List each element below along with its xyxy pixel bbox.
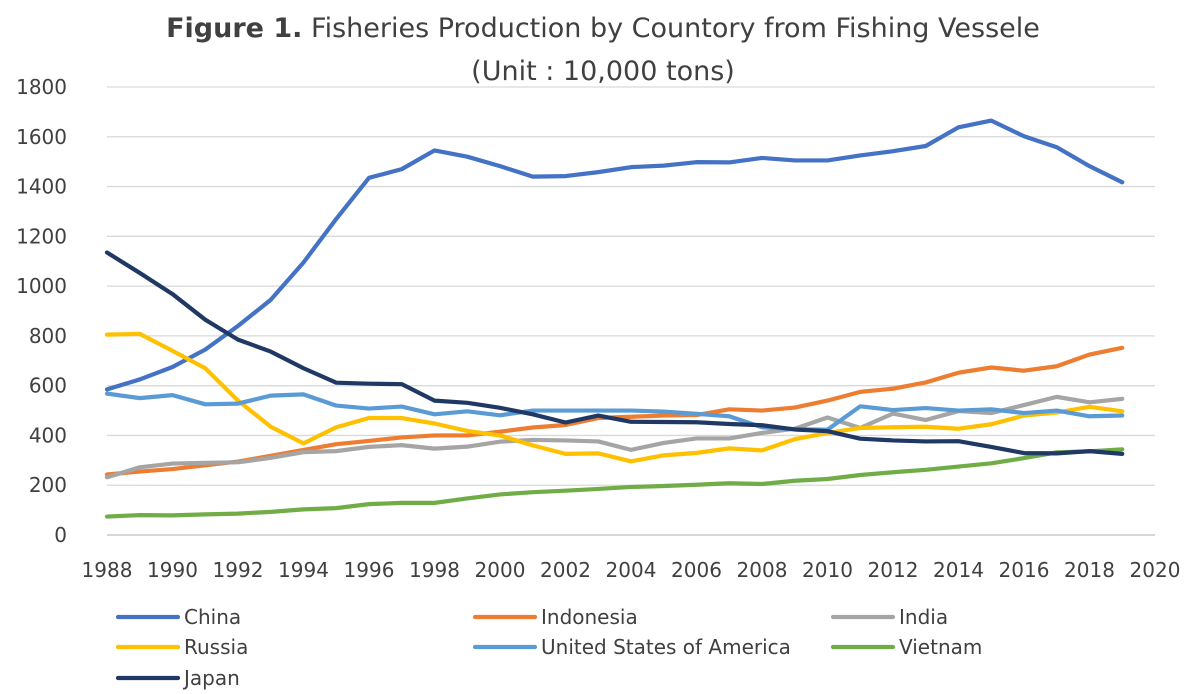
legend-item-china: China xyxy=(115,605,241,629)
legend-label: China xyxy=(184,605,241,629)
legend: China Indonesia India Russia United States o… xyxy=(115,605,982,690)
y-tick-label: 1600 xyxy=(16,125,67,149)
y-tick-label: 1800 xyxy=(16,75,67,99)
x-tick-label: 1994 xyxy=(278,558,329,582)
x-tick-label: 1990 xyxy=(147,558,198,582)
chart-title-rest: Fisheries Production by Countory from Fi… xyxy=(302,13,1039,44)
x-tick-label: 1988 xyxy=(82,558,133,582)
series-line-united-states-of-america xyxy=(104,391,1125,432)
legend-item-vietnam: Vietnam xyxy=(830,635,982,659)
x-tick-label: 2002 xyxy=(540,558,591,582)
legend-label: Russia xyxy=(184,635,248,659)
x-tick-label: 2014 xyxy=(933,558,984,582)
x-tick-label: 1998 xyxy=(409,558,460,582)
legend-label: Indonesia xyxy=(541,605,638,629)
y-tick-label: 1200 xyxy=(16,224,67,248)
legend-item-indonesia: Indonesia xyxy=(472,605,638,629)
x-tick-label: 2012 xyxy=(868,558,919,582)
series-line-japan xyxy=(104,250,1125,456)
legend-label: India xyxy=(899,605,948,629)
series-line-china xyxy=(104,118,1125,392)
chart-title: Figure 1. Fisheries Production by Counto… xyxy=(166,13,1040,44)
y-tick-label: 1400 xyxy=(16,175,67,199)
x-tick-label: 2004 xyxy=(606,558,657,582)
series-line-russia xyxy=(104,331,1125,464)
legend-label: Japan xyxy=(182,666,240,690)
legend-item-india: India xyxy=(830,605,948,629)
y-tick-label: 0 xyxy=(54,523,67,547)
x-axis-ticks: 1988 1990 1992 1994 1996 1998 2000 2002 2004 2006… xyxy=(82,558,1181,582)
legend-item-russia: Russia xyxy=(115,635,248,659)
series-line-vietnam xyxy=(104,447,1125,519)
chart-title-bold: Figure 1. xyxy=(166,13,302,44)
x-tick-label: 2010 xyxy=(802,558,853,582)
chart-subtitle: (Unit : 10,000 tons) xyxy=(471,56,735,87)
legend-label: Vietnam xyxy=(899,635,982,659)
legend-item-japan: Japan xyxy=(115,666,240,690)
legend-label: United States of America xyxy=(541,635,791,659)
x-tick-label: 2018 xyxy=(1064,558,1115,582)
y-axis-ticks: 0 200 400 600 800 1000 1200 1400 1600 1800 xyxy=(16,75,67,547)
grid-layer xyxy=(107,86,1155,536)
x-tick-label: 2000 xyxy=(475,558,526,582)
y-tick-label: 200 xyxy=(29,473,67,497)
y-tick-label: 1000 xyxy=(16,274,67,298)
x-tick-label: 1996 xyxy=(344,558,395,582)
x-tick-label: 2016 xyxy=(999,558,1050,582)
x-tick-label: 2006 xyxy=(671,558,722,582)
y-tick-label: 400 xyxy=(29,423,67,447)
legend-item-united-states-of-america: United States of America xyxy=(472,635,791,659)
x-tick-label: 2020 xyxy=(1130,558,1181,582)
x-tick-label: 1992 xyxy=(213,558,264,582)
series-line-india xyxy=(104,394,1125,480)
y-tick-label: 800 xyxy=(29,324,67,348)
x-tick-label: 2008 xyxy=(737,558,788,582)
y-tick-label: 600 xyxy=(29,374,67,398)
series-layer xyxy=(104,118,1125,519)
